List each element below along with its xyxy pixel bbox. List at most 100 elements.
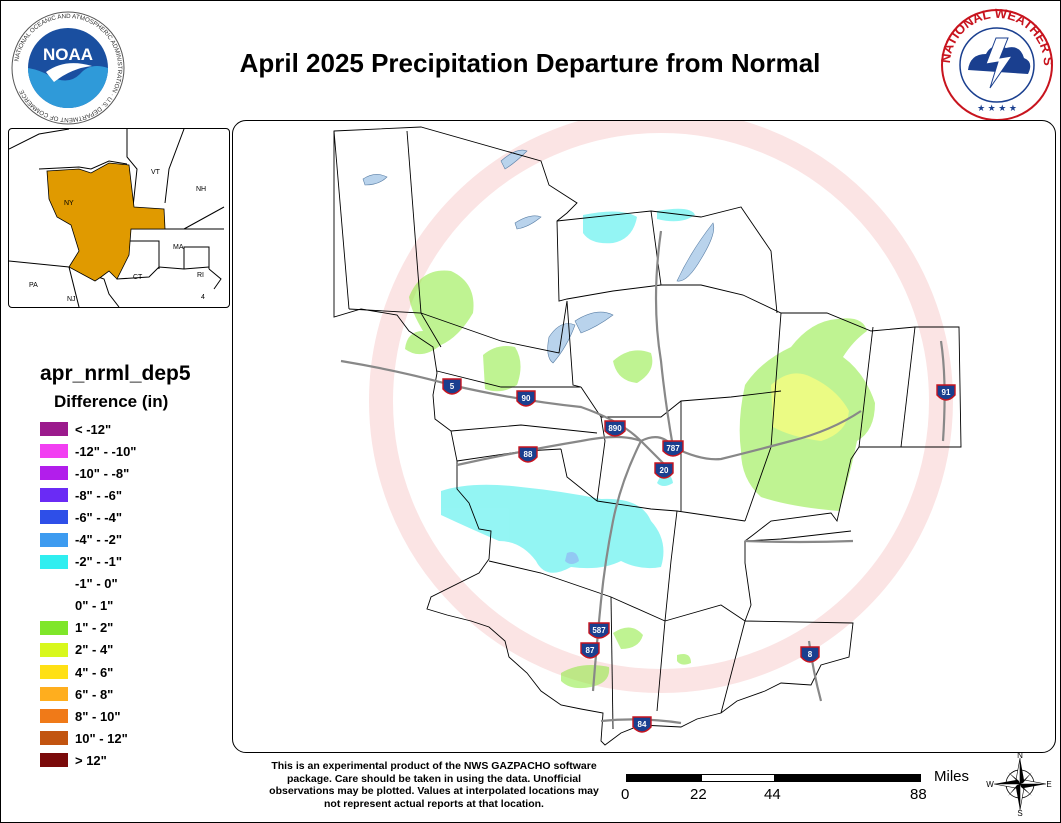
- svg-text:5: 5: [450, 382, 455, 391]
- legend-swatch: [40, 576, 68, 591]
- legend-swatch: [40, 709, 68, 724]
- noaa-logo: NOAA NATIONAL OCEANIC AND ATMOSPHERIC AD…: [11, 11, 125, 125]
- interstate-shields: 5 90 88 890 787 20 587 87 84 8 91: [442, 378, 956, 733]
- legend-swatch: [40, 466, 68, 481]
- legend-label: -8" - -6": [75, 487, 122, 503]
- legend-item: -8" - -6": [40, 484, 136, 506]
- legend-item: < -12": [40, 418, 136, 440]
- compass-e: E: [1046, 780, 1051, 789]
- inset-label-ma: MA: [173, 244, 184, 251]
- legend-label: -1" - 0": [75, 576, 118, 592]
- legend-label: 1" - 2": [75, 620, 114, 636]
- inset-label-nj: NJ: [67, 296, 76, 303]
- shield-88: 88: [518, 446, 538, 463]
- legend-item: 4" - 6": [40, 661, 136, 683]
- page-title: April 2025 Precipitation Departure from …: [239, 48, 821, 78]
- inset-label-ri: RI: [197, 272, 204, 279]
- legend-item: 8" - 10": [40, 705, 136, 727]
- legend-item: 6" - 8": [40, 683, 136, 705]
- shield-587: 587: [588, 622, 610, 639]
- legend-label: 4" - 6": [75, 664, 114, 680]
- legend-swatch: [40, 642, 68, 657]
- svg-text:87: 87: [586, 646, 595, 655]
- legend-title: apr_nrml_dep5: [40, 362, 191, 385]
- main-map: 5 90 88 890 787 20 587 87 84 8 91: [232, 120, 1056, 753]
- legend-item: -12" - -10": [40, 440, 136, 462]
- legend-swatch: [40, 687, 68, 702]
- scale-segment-1: [626, 774, 701, 782]
- legend-label: -10" - -8": [75, 465, 130, 481]
- nws-logo: NATIONAL WEATHER SERVICE ★ ★ ★ ★: [940, 8, 1054, 121]
- legend-label: 10" - 12": [75, 730, 128, 746]
- county-boundaries: [333, 126, 962, 746]
- legend-item: -2" - -1": [40, 551, 136, 573]
- legend-label: -12" - -10": [75, 443, 137, 459]
- compass-w: W: [986, 780, 994, 789]
- shield-5: 5: [442, 378, 462, 395]
- svg-text:890: 890: [608, 424, 622, 433]
- legend-swatch: [40, 665, 68, 680]
- svg-text:91: 91: [942, 388, 951, 397]
- inset-label-ct: CT: [133, 274, 143, 281]
- legend-item: 2" - 4": [40, 639, 136, 661]
- shield-787: 787: [662, 440, 684, 457]
- noaa-center-text: NOAA: [43, 45, 93, 64]
- legend-list: < -12" -12" - -10" -10" - -8" -8" - -6" -6" …: [40, 418, 136, 772]
- legend-swatch: [40, 731, 68, 746]
- legend-label: 0" - 1": [75, 598, 114, 614]
- inset-label-pa: PA: [29, 282, 38, 289]
- legend-swatch: [40, 510, 68, 525]
- svg-text:787: 787: [666, 444, 680, 453]
- scale-tick-88: 88: [910, 786, 927, 803]
- legend-swatch: [40, 620, 68, 635]
- main-map-svg: 5 90 88 890 787 20 587 87 84 8 91: [333, 121, 962, 746]
- legend-swatch: [40, 554, 68, 569]
- scale-segment-2: [701, 774, 775, 782]
- shield-84: 84: [632, 716, 652, 733]
- legend-item: -1" - 0": [40, 573, 136, 595]
- legend-swatch: [40, 598, 68, 613]
- svg-text:84: 84: [638, 720, 647, 729]
- legend-swatch: [40, 444, 68, 459]
- svg-text:88: 88: [524, 450, 533, 459]
- scale-tick-22: 22: [690, 786, 707, 803]
- watermark-ring: [369, 121, 953, 693]
- inset-svg: VT NH NY MA CT RI PA NJ 4: [9, 129, 225, 307]
- inset-highlight-region: [47, 163, 165, 281]
- water-bodies: [362, 149, 715, 364]
- legend-item: 10" - 12": [40, 727, 136, 749]
- scale-tick-44: 44: [764, 786, 781, 803]
- legend-label: -4" - -2": [75, 532, 122, 548]
- scale-segment-3: [775, 774, 921, 782]
- svg-text:587: 587: [592, 626, 606, 635]
- legend-item: -6" - -4": [40, 506, 136, 528]
- scale-units: Miles: [934, 768, 970, 785]
- shield-890: 890: [604, 420, 626, 437]
- legend-swatch: [40, 422, 68, 437]
- shield-91: 91: [936, 384, 956, 401]
- legend-label: 8" - 10": [75, 708, 121, 724]
- legend-item: > 12": [40, 749, 136, 771]
- inset-label-ny: NY: [64, 200, 74, 207]
- legend-subtitle: Difference (in): [54, 392, 169, 411]
- legend-item: -10" - -8": [40, 462, 136, 484]
- legend-label: 2" - 4": [75, 642, 114, 658]
- compass-n: N: [1017, 751, 1023, 760]
- svg-text:8: 8: [808, 650, 813, 659]
- shield-87: 87: [580, 642, 600, 659]
- scale-bar: 0 22 44 88 Miles: [616, 766, 969, 814]
- disclaimer-text: This is an experimental product of the N…: [269, 760, 599, 810]
- svg-text:20: 20: [660, 466, 669, 475]
- legend-item: -4" - -2": [40, 528, 136, 550]
- shield-20: 20: [654, 462, 674, 479]
- inset-locator-map: VT NH NY MA CT RI PA NJ 4: [8, 128, 230, 308]
- nws-stars: ★ ★ ★ ★: [977, 103, 1017, 113]
- legend-swatch: [40, 488, 68, 503]
- compass-s: S: [1017, 809, 1022, 816]
- inset-label-4: 4: [201, 294, 205, 301]
- legend-label: -2" - -1": [75, 554, 122, 570]
- svg-text:90: 90: [522, 394, 531, 403]
- scale-tick-0: 0: [621, 786, 630, 803]
- legend-item: 0" - 1": [40, 595, 136, 617]
- shield-90: 90: [516, 390, 536, 407]
